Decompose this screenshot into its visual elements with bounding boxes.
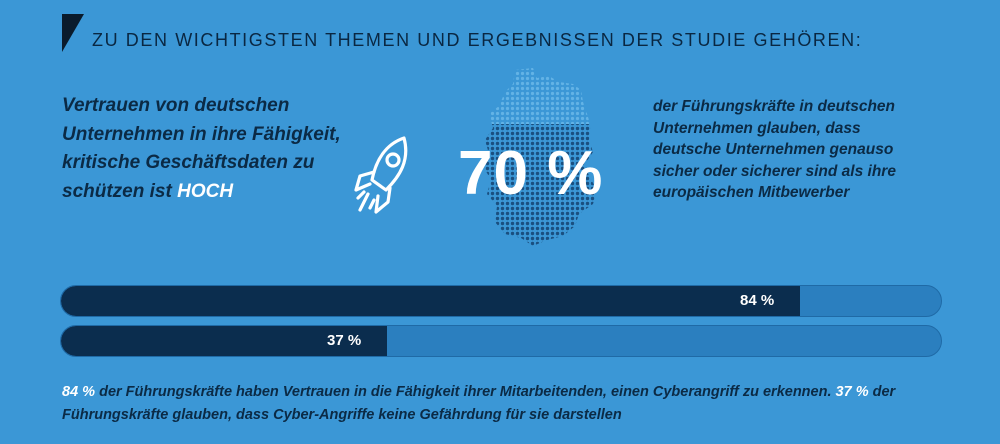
stat-description: der Führungskräfte in deutschen Unterneh… <box>653 96 953 204</box>
stat-line-2: Unternehmen glauben, dass <box>653 119 861 137</box>
trust-statement: Vertrauen von deutschen Unternehmen in i… <box>62 92 362 206</box>
page-heading: ZU DEN WICHTIGSTEN THEMEN UND ERGEBNISSE… <box>92 30 863 50</box>
trust-line-2: Unternehmen in ihre Fähigkeit, <box>62 123 341 145</box>
trust-line-1: Vertrauen von deutschen <box>62 95 290 116</box>
stat-line-3: deutsche Unternehmen genauso <box>653 141 894 158</box>
stat-line-1: der Führungskräfte in deutschen <box>653 98 896 115</box>
germany-map-icon <box>483 68 597 246</box>
rocket-icon <box>354 136 408 214</box>
caption-text-2: der Führungskräfte glauben, dass Cyber-A… <box>62 384 896 423</box>
trust-highlight: HOCH <box>177 180 234 202</box>
progress-label-trust: 84 % <box>740 292 775 309</box>
trust-line-4-prefix: schützen ist <box>62 180 172 202</box>
progress-bar-trust: 84 % <box>60 285 942 317</box>
stat-line-4: sicher oder sicherer sind als ihre <box>653 162 896 180</box>
caption-highlight-2: 37 % <box>835 384 869 400</box>
progress-fill-threat <box>61 326 387 356</box>
progress-bar-threat: 37 % <box>60 325 942 357</box>
progress-fill-trust <box>61 286 800 316</box>
trust-line-3: kritische Geschäftsdaten zu <box>62 152 315 173</box>
progress-label-threat: 37 % <box>327 332 362 349</box>
stat-line-5: europäischen Mitbewerber <box>653 184 850 201</box>
caption-highlight-1: 84 % <box>62 384 96 400</box>
corner-triangle-icon <box>62 14 84 52</box>
caption: 84 % der Führungskräfte haben Vertrauen … <box>62 381 962 427</box>
stat-value: 70 % <box>458 139 604 208</box>
trust-line-4: schützen ist HOCH <box>62 178 362 207</box>
caption-text-1: der Führungskräfte haben Vertrauen in di… <box>95 384 836 400</box>
